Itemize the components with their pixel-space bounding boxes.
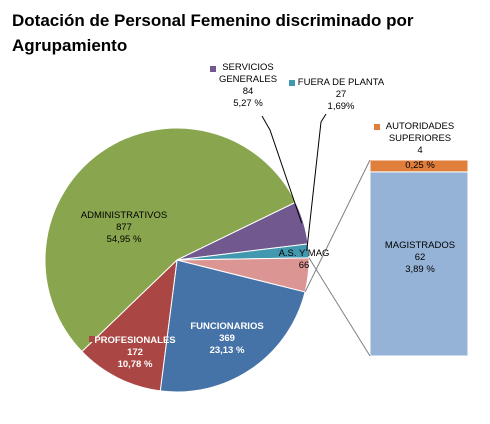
label-servicios-generales: SERVICIOS GENERALES 84 5,27 % xyxy=(219,62,277,109)
legend-key-autoridades-superiores xyxy=(374,124,380,130)
slice-funcionarios xyxy=(159,259,306,393)
slice-administrativos xyxy=(44,127,297,353)
legend-key-servicios-generales xyxy=(210,66,216,72)
leader-servicios-generales xyxy=(261,115,303,224)
chart-title-line2: Agrupamiento xyxy=(12,36,127,55)
label-fuera-de-planta: FUERA DE PLANTA 27 1,69% xyxy=(298,77,385,112)
label-as-y-mag: A.S. Y MAG 66 xyxy=(279,248,330,271)
pie-slices xyxy=(44,127,310,393)
leader-fuera-de-planta xyxy=(306,113,327,252)
slice-labels: ADMINISTRATIVOS 877 54,95 % FUNCIONARIOS 369… xyxy=(81,62,455,370)
label-profesionales: PROFESIONALES 172 10,78 % xyxy=(94,335,175,370)
connector-line-top xyxy=(304,159,371,293)
breakdown-bar xyxy=(369,159,469,357)
bar-segment-magistrados xyxy=(369,171,469,357)
legend-key-fuera-de-planta xyxy=(289,80,295,86)
chart-title-line1: Dotación de Personal Femenino discrimina… xyxy=(12,11,414,30)
label-magistrados: MAGISTRADOS 62 3,89 % xyxy=(385,240,455,275)
slice-profesionales xyxy=(81,258,178,392)
bar-segment-autoridades-superiores xyxy=(369,159,469,173)
label-funcionarios: FUNCIONARIOS 369 23,13 % xyxy=(190,321,263,356)
connector-line-bottom xyxy=(308,257,371,357)
legend-key-profesionales xyxy=(89,336,95,342)
leader-lines xyxy=(261,113,371,357)
label-autoridades-superiores: AUTORIDADES SUPERIORES 4 xyxy=(386,121,454,156)
label-administrativos: ADMINISTRATIVOS 877 54,95 % xyxy=(81,210,167,245)
label-autoridades-percent: 0,25 % xyxy=(405,160,435,171)
